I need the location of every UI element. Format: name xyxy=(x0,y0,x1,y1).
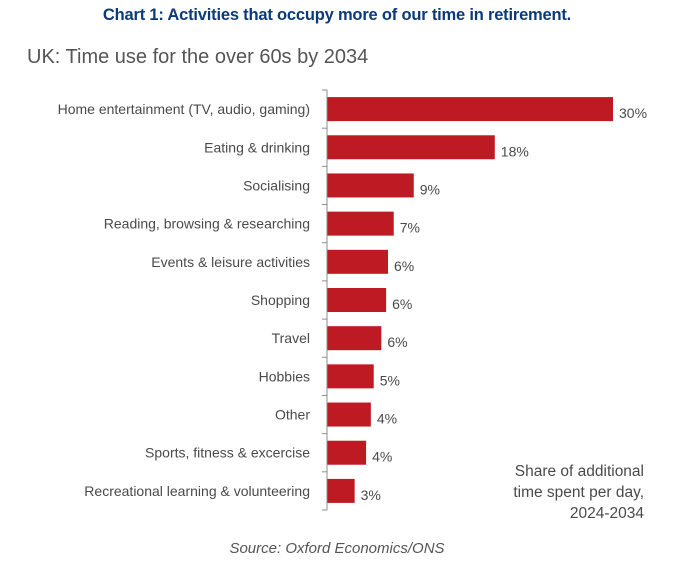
bar xyxy=(327,478,355,503)
data-label: 6% xyxy=(392,296,412,312)
annotation-line-3: 2024-2034 xyxy=(569,505,644,522)
data-label: 4% xyxy=(372,449,392,465)
data-label: 3% xyxy=(361,487,381,503)
labels-layer: Home entertainment (TV, audio, gaming) 30… xyxy=(58,101,647,503)
category-label: Events & leisure activities xyxy=(151,254,310,270)
y-axis xyxy=(322,89,328,511)
data-label: 6% xyxy=(387,334,407,350)
category-label: Travel xyxy=(272,330,310,346)
bar xyxy=(327,440,367,465)
data-label: 5% xyxy=(380,372,400,388)
chart-subtitle: UK: Time use for the over 60s by 2034 xyxy=(27,46,369,68)
annotation-line-1: Share of additional xyxy=(514,463,644,480)
category-label: Recreational learning & volunteering xyxy=(84,483,310,499)
category-label: Shopping xyxy=(251,292,310,308)
bar xyxy=(327,288,387,312)
data-label: 7% xyxy=(400,220,420,236)
bar xyxy=(327,135,495,160)
bar xyxy=(327,97,613,122)
source-note: Source: Oxford Economics/ONS xyxy=(229,540,445,557)
bar xyxy=(327,211,394,236)
category-label: Other xyxy=(275,407,310,423)
category-label: Hobbies xyxy=(259,368,310,384)
data-label: 30% xyxy=(619,105,647,121)
category-label: Home entertainment (TV, audio, gaming) xyxy=(58,101,310,117)
bar xyxy=(327,326,382,351)
category-label: Reading, browsing & researching xyxy=(104,216,310,232)
bar xyxy=(327,364,374,389)
bars-layer xyxy=(327,97,613,503)
category-label: Socialising xyxy=(243,177,310,193)
bar xyxy=(327,249,389,274)
category-label: Eating & drinking xyxy=(204,139,310,155)
data-label: 18% xyxy=(501,143,529,159)
chart-title: Chart 1: Activities that occupy more of … xyxy=(102,6,572,24)
chart-annotation: Share of additional time spent per day, … xyxy=(454,461,644,524)
data-label: 9% xyxy=(420,181,440,197)
category-label: Sports, fitness & excercise xyxy=(145,445,310,461)
bar xyxy=(327,173,414,198)
data-label: 6% xyxy=(394,258,414,274)
data-label: 4% xyxy=(377,411,397,427)
annotation-line-2: time spent per day, xyxy=(513,484,644,501)
bar xyxy=(327,402,371,427)
